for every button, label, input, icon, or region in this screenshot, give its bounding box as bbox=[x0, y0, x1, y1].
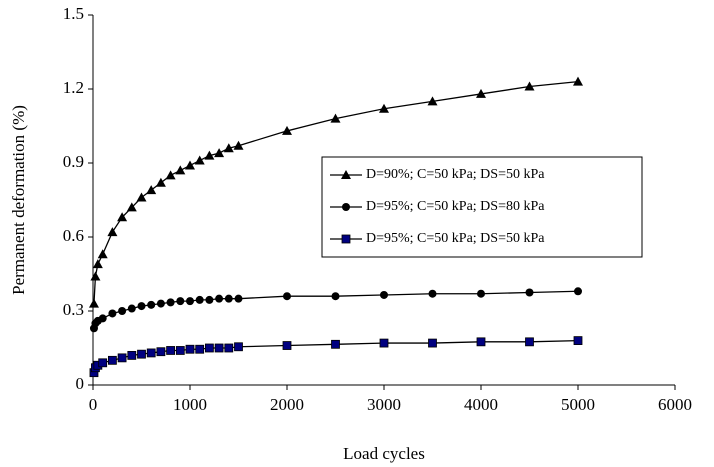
x-tick-label: 4000 bbox=[464, 395, 498, 414]
marker bbox=[379, 103, 389, 113]
marker bbox=[195, 295, 204, 304]
marker bbox=[108, 355, 117, 365]
marker bbox=[195, 344, 205, 354]
marker bbox=[176, 297, 185, 306]
marker bbox=[341, 234, 351, 244]
marker bbox=[331, 339, 340, 349]
marker bbox=[380, 290, 388, 299]
marker bbox=[146, 348, 156, 358]
marker bbox=[98, 314, 107, 323]
marker bbox=[204, 343, 214, 353]
marker bbox=[476, 88, 486, 98]
marker bbox=[477, 289, 485, 298]
x-tick-label: 5000 bbox=[561, 395, 595, 414]
marker bbox=[98, 358, 108, 368]
y-tick-label: 0.6 bbox=[63, 226, 84, 245]
marker bbox=[107, 227, 118, 237]
x-axis-title: Load cycles bbox=[343, 444, 425, 463]
legend-box bbox=[321, 156, 643, 258]
marker bbox=[165, 170, 176, 180]
marker bbox=[166, 298, 175, 307]
marker bbox=[90, 271, 101, 281]
marker bbox=[282, 341, 292, 350]
marker bbox=[428, 338, 437, 348]
marker bbox=[175, 346, 185, 355]
marker bbox=[186, 297, 194, 306]
marker bbox=[524, 81, 535, 91]
marker bbox=[108, 309, 117, 318]
marker bbox=[136, 192, 147, 202]
marker bbox=[214, 343, 224, 353]
marker bbox=[97, 249, 108, 259]
marker bbox=[234, 342, 243, 352]
marker bbox=[283, 292, 291, 301]
marker bbox=[428, 289, 437, 298]
marker bbox=[137, 349, 146, 359]
marker bbox=[204, 150, 215, 160]
marker bbox=[155, 177, 166, 187]
marker bbox=[185, 160, 195, 170]
x-tick-label: 3000 bbox=[367, 395, 401, 414]
marker bbox=[342, 203, 350, 211]
marker bbox=[215, 294, 224, 303]
x-tick-label: 0 bbox=[89, 395, 98, 414]
legend: D=90%; C=50 kPa; DS=50 kPa D=95%; C=50 kP… bbox=[321, 156, 643, 258]
marker bbox=[214, 148, 225, 158]
marker bbox=[525, 337, 534, 347]
legend-label: D=90%; C=50 kPa; DS=50 kPa bbox=[366, 167, 545, 182]
marker bbox=[117, 353, 127, 363]
marker bbox=[205, 295, 214, 304]
marker bbox=[427, 96, 438, 106]
marker bbox=[573, 336, 583, 346]
marker bbox=[147, 300, 156, 309]
marker bbox=[573, 76, 583, 86]
y-tick-label: 1.2 bbox=[63, 78, 84, 97]
x-tick-label: 2000 bbox=[270, 395, 304, 414]
y-tick-label: 0.9 bbox=[63, 152, 84, 171]
marker bbox=[88, 298, 99, 308]
marker bbox=[156, 347, 166, 357]
marker bbox=[379, 338, 389, 348]
marker bbox=[156, 299, 165, 308]
marker bbox=[282, 125, 292, 135]
marker bbox=[574, 287, 582, 296]
marker bbox=[146, 185, 157, 195]
marker bbox=[127, 350, 137, 360]
y-tick-label: 0 bbox=[76, 374, 85, 393]
y-tick-label: 0.3 bbox=[63, 300, 84, 319]
marker bbox=[224, 343, 234, 353]
marker bbox=[234, 294, 243, 303]
marker bbox=[194, 155, 205, 165]
y-axis-title: Permanent deformation (%) bbox=[9, 105, 28, 295]
legend-label: D=95%; C=50 kPa; DS=80 kPa bbox=[366, 199, 545, 214]
marker bbox=[166, 346, 176, 355]
marker bbox=[127, 304, 136, 313]
marker bbox=[341, 170, 351, 179]
marker bbox=[126, 202, 137, 212]
marker bbox=[330, 113, 341, 123]
marker bbox=[92, 259, 103, 269]
marker bbox=[137, 302, 146, 311]
marker bbox=[476, 337, 486, 347]
marker bbox=[175, 165, 186, 175]
x-tick-label: 1000 bbox=[173, 395, 207, 414]
marker bbox=[525, 288, 534, 297]
marker bbox=[118, 307, 127, 315]
marker bbox=[185, 344, 195, 354]
marker bbox=[331, 292, 340, 301]
x-tick-label: 6000 bbox=[658, 395, 692, 414]
marker bbox=[223, 143, 234, 153]
marker bbox=[224, 294, 233, 303]
marker bbox=[233, 140, 244, 150]
marker bbox=[117, 212, 128, 222]
legend-label: D=95%; C=50 kPa; DS=50 kPa bbox=[366, 231, 545, 246]
y-tick-label: 1.5 bbox=[63, 4, 84, 23]
